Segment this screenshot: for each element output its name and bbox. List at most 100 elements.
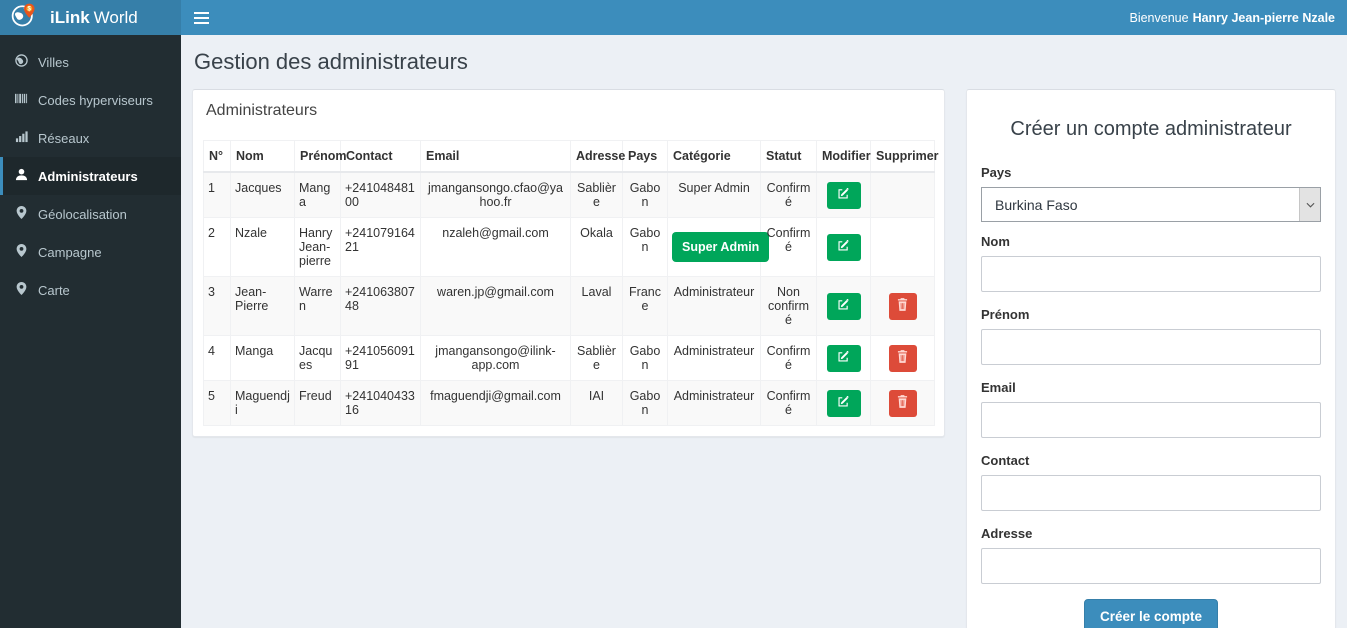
edit-button[interactable] <box>826 233 861 261</box>
cell-statut: Confirmé <box>760 171 817 218</box>
pays-select[interactable]: Burkina Faso <box>981 187 1321 222</box>
svg-text:$: $ <box>28 6 32 13</box>
cell-categorie: Administrateur <box>667 276 761 336</box>
cell-contact: +24104043316 <box>340 380 421 426</box>
globe-pin-logo-icon: $ <box>10 1 38 34</box>
page-title: Gestion des administrateurs <box>194 49 468 74</box>
user-icon <box>15 168 28 184</box>
sidebar-toggle-button[interactable] <box>181 0 221 35</box>
edit-icon <box>837 298 850 314</box>
cell-email: jmangansongo.cfao@yahoo.fr <box>420 171 571 218</box>
sidebar-item-carte[interactable]: Carte <box>0 271 181 309</box>
globe-icon <box>15 54 28 70</box>
delete-button[interactable] <box>888 292 917 320</box>
chevron-down-icon <box>1299 188 1320 221</box>
cell-adresse: IAI <box>570 380 623 426</box>
pays-selected-value: Burkina Faso <box>995 196 1078 213</box>
email-input[interactable] <box>981 402 1321 438</box>
column-header: Adresse <box>570 140 625 173</box>
sidebar-item-administrateurs[interactable]: Administrateurs <box>0 157 181 195</box>
sidebar-item-label: Géolocalisation <box>38 206 127 222</box>
map-marker-icon <box>15 244 28 260</box>
sidebar-item-campagne[interactable]: Campagne <box>0 233 181 271</box>
sidebar-item-villes[interactable]: Villes <box>0 43 181 81</box>
cell-categorie: Super Admin <box>667 171 761 218</box>
map-marker-icon <box>15 282 28 298</box>
cell-pays: Gabon <box>622 380 668 426</box>
cell-contact: +24107916421 <box>340 217 421 277</box>
cell-email: waren.jp@gmail.com <box>420 276 571 336</box>
cell-adresse: Okala <box>570 217 623 277</box>
delete-button[interactable] <box>888 389 917 417</box>
prenom-label: Prénom <box>981 307 1030 322</box>
pays-label: Pays <box>981 165 1012 180</box>
sidebar-item-label: Campagne <box>38 244 102 260</box>
table-row: 3 Jean-Pierre Warren +24106380748 waren.… <box>203 276 935 336</box>
cell-prenom: Jacques <box>294 335 341 381</box>
edit-button[interactable] <box>826 292 861 320</box>
edit-icon <box>837 395 850 411</box>
trash-icon <box>897 298 908 314</box>
contact-label: Contact <box>981 453 1030 468</box>
column-header: Prénom <box>294 140 347 173</box>
cell-contact: +24105609191 <box>340 335 421 381</box>
prenom-input[interactable] <box>981 329 1321 365</box>
cell-statut: Confirmé <box>760 380 817 426</box>
nom-input[interactable] <box>981 256 1321 292</box>
nom-label: Nom <box>981 234 1010 249</box>
sidebar-item-geolocalisation[interactable]: Géolocalisation <box>0 195 181 233</box>
cell-nom: Nzale <box>230 217 295 277</box>
column-header: Nom <box>230 140 295 173</box>
panel-title: Administrateurs <box>206 102 318 119</box>
delete-button[interactable] <box>888 344 917 372</box>
cell-prenom: Warren <box>294 276 341 336</box>
cell-num: 2 <box>203 217 231 277</box>
edit-icon <box>837 350 850 366</box>
cell-statut: Confirmé <box>760 335 817 381</box>
main-content: Gestion des administrateurs Administrate… <box>181 35 1347 628</box>
cell-adresse: Sablière <box>570 335 623 381</box>
topbar: $ iLink World Bienvenue Hanry Jean-pierre … <box>0 0 1347 35</box>
column-header: Modifier <box>816 140 871 173</box>
sidebar-item-label: Carte <box>38 282 70 298</box>
trash-icon <box>897 350 908 366</box>
sidebar-item-reseaux[interactable]: Réseaux <box>0 119 181 157</box>
cell-statut: Non confirmé <box>760 276 817 336</box>
cell-adresse: Sablière <box>570 171 623 218</box>
barcode-icon <box>15 92 28 108</box>
trash-icon <box>897 395 908 411</box>
app-title: iLink World <box>50 7 138 27</box>
map-marker-icon <box>15 206 28 222</box>
cell-pays: Gabon <box>622 335 668 381</box>
column-header: Contact <box>340 140 421 173</box>
cell-nom: Maguendji <box>230 380 295 426</box>
sidebar-item-label: Codes hyperviseurs <box>38 92 153 108</box>
sidebar-item-codes-hyperviseurs[interactable]: Codes hyperviseurs <box>0 81 181 119</box>
cell-email: jmangansongo@ilink-app.com <box>420 335 571 381</box>
cell-nom: Jean-Pierre <box>230 276 295 336</box>
cell-nom: Manga <box>230 335 295 381</box>
create-account-button[interactable]: Créer le compte <box>1083 599 1219 628</box>
create-admin-panel: Créer un compte administrateur Pays Burk… <box>966 89 1336 628</box>
adresse-input[interactable] <box>981 548 1321 584</box>
contact-input[interactable] <box>981 475 1321 511</box>
table-row: 1 Jacques Manga +24104848100 jmangansong… <box>203 171 935 218</box>
edit-button[interactable] <box>826 389 861 417</box>
super-admin-badge-button[interactable]: Super Admin <box>672 232 770 262</box>
app-logo[interactable]: $ iLink World <box>0 0 181 35</box>
cell-prenom: Freud <box>294 380 341 426</box>
cell-email: fmaguendji@gmail.com <box>420 380 571 426</box>
cell-num: 3 <box>203 276 231 336</box>
table-header-row: N° Nom Prénom Contact Email Adresse Pays… <box>203 140 939 173</box>
sidebar-item-label: Réseaux <box>38 130 90 146</box>
table-row: 2 Nzale Hanry Jean-pierre +24107916421 n… <box>203 217 935 277</box>
table-row: 4 Manga Jacques +24105609191 jmangansong… <box>203 335 935 381</box>
cell-pays: Gabon <box>622 171 668 218</box>
cell-num: 5 <box>203 380 231 426</box>
edit-button[interactable] <box>826 181 861 209</box>
cell-pays: Gabon <box>622 217 668 277</box>
edit-icon <box>837 239 850 255</box>
edit-button[interactable] <box>826 344 861 372</box>
cell-contact: +24106380748 <box>340 276 421 336</box>
cell-adresse: Laval <box>570 276 623 336</box>
